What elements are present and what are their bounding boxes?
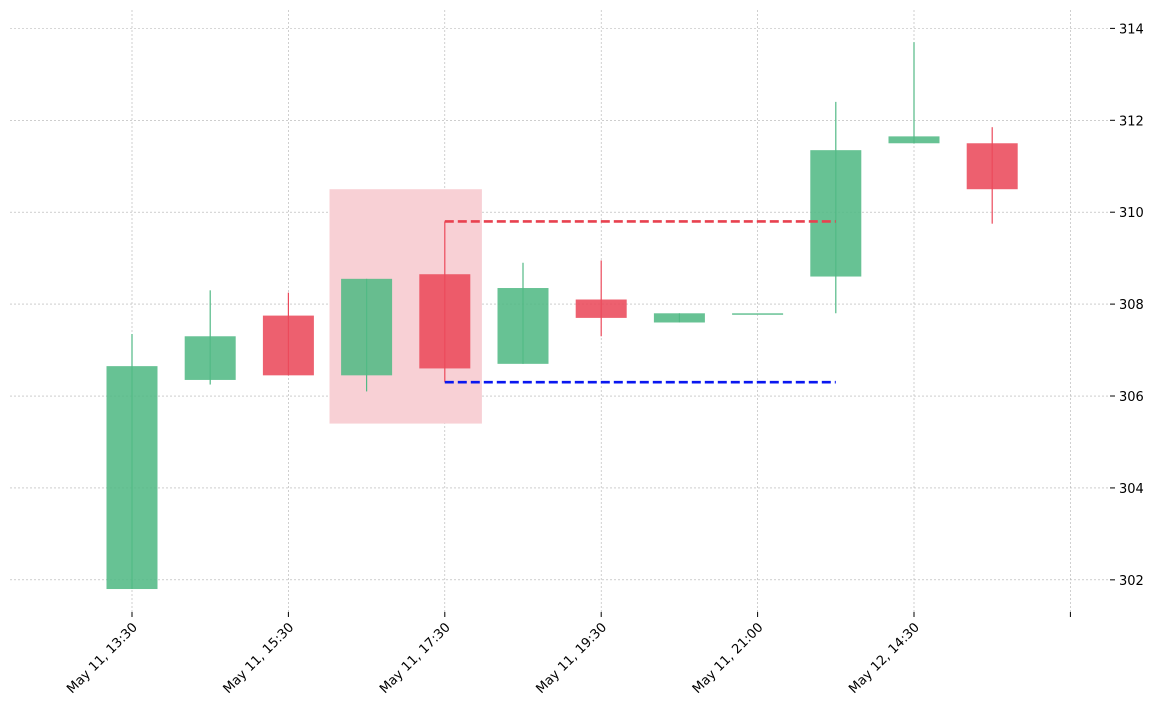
candle-body xyxy=(341,278,393,376)
y-tick-label: 306 xyxy=(1119,390,1144,405)
x-tick-label: May 11, 21:00 xyxy=(690,620,767,697)
y-tick-label: 310 xyxy=(1119,206,1144,221)
x-axis: May 11, 13:30 May 11, 15:30 May 11, 17:30 M… xyxy=(64,612,1071,697)
grid xyxy=(10,10,1110,612)
reference-lines xyxy=(444,220,836,384)
y-tick-label: 314 xyxy=(1119,22,1144,37)
candle-body xyxy=(810,150,862,277)
candle-body xyxy=(184,336,236,380)
candles xyxy=(106,42,1018,590)
candle-body xyxy=(106,366,158,590)
candle-body xyxy=(653,313,705,323)
y-tick-label: 308 xyxy=(1119,298,1144,313)
x-tick-label: May 11, 17:30 xyxy=(377,620,454,697)
candle-body xyxy=(497,288,549,364)
x-tick-label: May 11, 19:30 xyxy=(533,620,610,697)
y-tick-label: 312 xyxy=(1119,114,1144,129)
candle-body xyxy=(888,136,940,144)
y-tick-label: 304 xyxy=(1119,482,1144,497)
candle-body xyxy=(419,274,471,369)
y-axis: 302 304 306 308 310 312 314 xyxy=(1110,22,1144,589)
candle-body xyxy=(575,299,627,318)
x-tick-label: May 11, 15:30 xyxy=(221,620,298,697)
y-tick-label: 302 xyxy=(1119,574,1144,589)
candle-body xyxy=(732,313,784,315)
candle-body xyxy=(262,315,314,376)
x-tick-label: May 11, 13:30 xyxy=(64,620,141,697)
candle-body xyxy=(966,143,1018,190)
x-tick-label: May 12, 14:30 xyxy=(846,620,923,697)
